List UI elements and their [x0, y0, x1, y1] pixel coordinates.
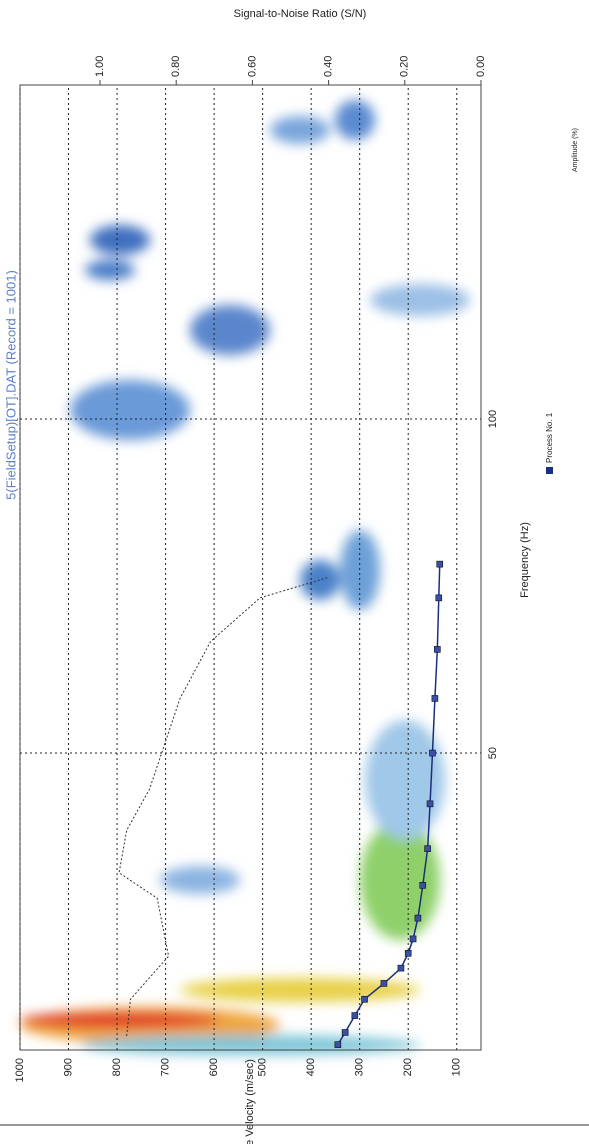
y2-tick-label: 1.00 [94, 56, 106, 77]
x-tick-label: 100 [487, 410, 499, 428]
y-axis-label: Phase Velocity (m/sec) [244, 1059, 256, 1144]
y2-tick-label: 0.80 [170, 56, 182, 77]
y2-tick-label: 0.20 [399, 56, 411, 77]
dispersion-point [415, 915, 421, 921]
dispersion-point [362, 996, 368, 1002]
dispersion-point [437, 561, 443, 567]
y-tick-label: 200 [402, 1058, 414, 1076]
dispersion-point [410, 936, 416, 942]
chart-title: 5(FieldSetup)[OT].DAT (Record = 1001) [3, 270, 18, 500]
legend-label: Process No. 1 [545, 412, 554, 463]
dispersion-point [398, 965, 404, 971]
y-tick-label: 700 [159, 1058, 171, 1076]
heatmap [20, 100, 470, 1055]
y2-tick-label: 0.00 [475, 56, 487, 77]
dispersion-point [352, 1013, 358, 1019]
y-tick-label: 300 [354, 1058, 366, 1076]
y2-axis-label: Signal-to-Noise Ratio (S/N) [234, 8, 367, 20]
dispersion-point [436, 595, 442, 601]
dispersion-point [420, 882, 426, 888]
dispersion-point [381, 980, 387, 986]
y-tick-label: 900 [62, 1058, 74, 1076]
dispersion-point [427, 801, 433, 807]
y2-tick-label: 0.40 [323, 56, 335, 77]
y-tick-label: 600 [208, 1058, 220, 1076]
dispersion-point [432, 695, 438, 701]
y2-tick-label: 0.60 [246, 56, 258, 77]
dispersion-point [335, 1042, 341, 1048]
dispersion-point [342, 1029, 348, 1035]
dispersion-point [434, 646, 440, 652]
y-tick-label: 1000 [14, 1058, 26, 1082]
y-tick-label: 800 [111, 1058, 123, 1076]
snr-line [119, 577, 329, 1036]
dispersion-point [425, 846, 431, 852]
legend-swatch [546, 467, 553, 474]
dispersion-point [429, 750, 435, 756]
y-tick-label: 400 [305, 1058, 317, 1076]
x-axis-label: Frequency (Hz) [519, 522, 531, 598]
dispersion-point [405, 950, 411, 956]
annotation: Amplitude (%) [572, 128, 579, 172]
y-tick-label: 100 [451, 1058, 463, 1076]
page: Signal-to-Noise Ratio (S/N) 5(FieldSetup… [0, 0, 589, 1144]
x-tick-label: 50 [487, 747, 499, 759]
y-tick-label: 500 [257, 1058, 269, 1076]
